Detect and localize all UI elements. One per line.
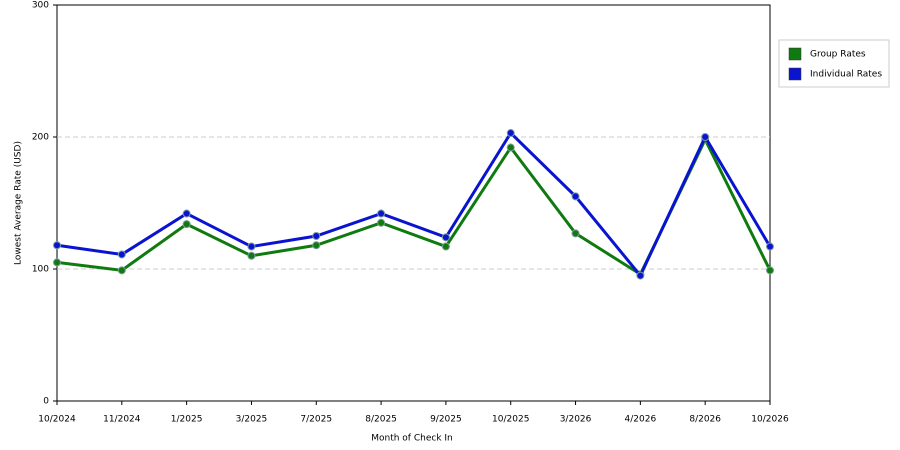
y-tick-label: 300 [32,1,49,11]
data-point [312,241,321,250]
data-point [117,250,126,259]
x-tick-label: 9/2025 [430,415,462,425]
data-point [182,220,191,229]
data-point [766,242,774,251]
y-tick-label: 200 [32,133,49,143]
x-tick-label: 10/2025 [492,415,529,425]
data-point [377,209,386,218]
data-point [247,242,256,251]
data-point [441,233,450,242]
data-point [53,241,61,250]
x-tick-label: 7/2025 [300,415,332,425]
x-tick-label: 3/2025 [236,415,268,425]
x-tick-label: 4/2026 [625,415,657,425]
x-tick-label: 8/2026 [689,415,721,425]
x-tick-label: 10/2026 [751,415,789,425]
data-point [312,232,321,240]
data-point [441,242,450,251]
legend-swatch [788,47,802,61]
data-point [506,129,515,138]
plot-area [56,4,771,402]
data-point [636,271,645,280]
data-point [571,229,580,238]
data-point [377,218,386,227]
legend-swatch [788,67,802,81]
legend-label: Individual Rates [810,70,882,80]
x-tick-label: 11/2024 [103,415,141,425]
legend-label: Group Rates [810,50,866,60]
y-axis-label: Lowest Average Rate (USD) [14,141,24,265]
y-tick-label: 0 [43,397,49,407]
data-point [53,258,61,267]
x-tick-label: 8/2025 [365,415,397,425]
series-line [56,136,772,277]
x-tick-label: 1/2025 [171,415,203,425]
data-point [506,143,515,152]
data-point [766,266,774,275]
data-point [182,209,191,218]
x-axis-label: Month of Check In [371,434,453,444]
data-point [117,266,126,275]
data-point [247,251,256,260]
series-line [56,130,772,279]
x-tick-label: 3/2026 [560,415,592,425]
data-point [701,133,710,141]
data-point [571,192,580,201]
y-tick-label: 100 [32,265,49,275]
x-tick-label: 10/2024 [38,415,76,425]
